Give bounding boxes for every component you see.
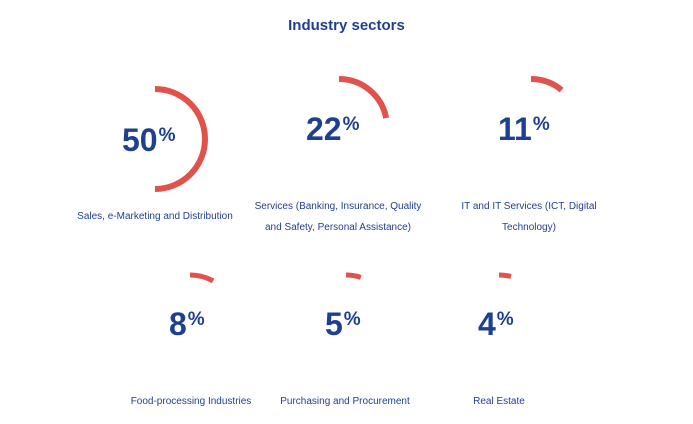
real-estate-percent-value: 4 [478, 306, 496, 342]
services-label-line-1: Services (Banking, Insurance, Quality [254, 201, 422, 212]
real-estate-label: Real Estate [473, 396, 525, 407]
progress-arc-food [189, 272, 215, 284]
it-label-line-1: IT and IT Services (ICT, Digital [461, 201, 597, 212]
it-label: IT and IT Services (ICT, Digital Technol… [449, 196, 609, 238]
purchasing-label: Purchasing and Procurement [280, 396, 410, 407]
food-percent: 8% [169, 308, 205, 340]
section-title: Industry sectors [288, 17, 405, 34]
sales-percent-sign: % [158, 125, 176, 146]
services-percent-sign: % [342, 114, 360, 135]
progress-arc-it [530, 76, 564, 93]
food-percent-sign: % [187, 309, 205, 330]
sales-percent: 50% [122, 124, 176, 156]
food-percent-value: 8 [169, 306, 187, 342]
it-percent: 11% [498, 113, 550, 145]
services-label: Services (Banking, Insurance, Quality an… [248, 196, 428, 238]
progress-arc-sales [154, 86, 208, 192]
purchasing-percent-value: 5 [325, 306, 343, 342]
purchasing-percent: 5% [325, 308, 361, 340]
real-estate-percent-sign: % [496, 309, 514, 330]
it-percent-value: 11 [498, 111, 532, 147]
services-label-line-2: and Safety, Personal Assistance) [264, 222, 411, 233]
purchasing-percent-sign: % [343, 309, 361, 330]
services-percent-value: 22 [306, 111, 342, 147]
progress-arc-real-estate [498, 272, 512, 279]
real-estate-percent: 4% [478, 308, 514, 340]
food-label: Food-processing Industries [130, 396, 252, 407]
services-percent: 22% [306, 113, 360, 145]
it-label-line-2: Technology) [502, 222, 556, 233]
sales-label: Sales, e-Marketing and Distribution [77, 211, 233, 222]
sales-percent-value: 50 [122, 122, 158, 158]
progress-arc-purchasing [345, 272, 362, 280]
it-percent-sign: % [532, 114, 550, 135]
progress-arc-services [338, 76, 390, 119]
